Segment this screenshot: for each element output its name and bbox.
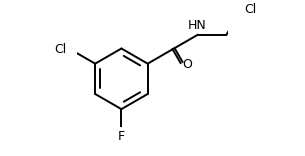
Text: O: O (182, 58, 192, 71)
Text: HN: HN (188, 19, 206, 32)
Text: Cl: Cl (55, 43, 67, 56)
Text: Cl: Cl (244, 3, 256, 16)
Text: F: F (118, 130, 125, 143)
